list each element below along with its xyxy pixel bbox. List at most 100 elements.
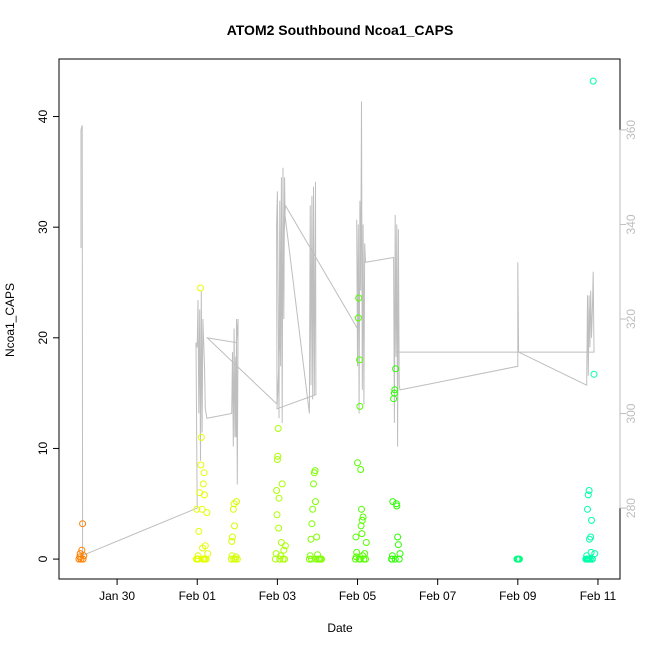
data-point [192,555,200,563]
data-point [393,502,401,510]
data-point [272,550,280,558]
data-point [273,487,281,494]
data-point [228,537,236,545]
x-axis: Jan 30 Feb 01 Feb 03 Feb 05 Feb 07 Feb 09 Feb … [99,578,617,603]
data-point [80,552,88,560]
data-point [195,527,203,535]
data-point [198,505,206,513]
data-point [274,425,282,432]
right-axis: 280 300 320 340 360 [619,120,638,518]
y-axis: 0 10 20 30 40 [36,110,60,562]
y-tick-label: 40 [36,110,50,124]
right-tick-label: 360 [624,120,638,140]
data-point [230,500,238,508]
data-point [275,524,283,532]
x-tick-label: Feb 09 [499,589,537,603]
data-point [203,509,211,517]
data-point [310,480,317,488]
data-point [356,402,364,410]
data-point [394,541,402,549]
data-point [204,550,212,558]
right-tick-label: 280 [624,498,638,518]
data-point [229,533,236,541]
data-point [394,533,402,541]
data-point [275,494,283,502]
data-point [273,456,281,463]
data-point [392,365,400,373]
right-tick-label: 300 [624,403,638,423]
data-point [356,356,363,364]
data-point [197,461,205,469]
data-point [231,522,238,530]
data-point [515,555,523,563]
data-point [281,542,289,550]
x-tick-label: Feb 01 [179,589,217,603]
data-point [230,555,238,563]
data-point [358,530,366,538]
data-point [79,555,87,563]
trace-line [80,101,595,557]
data-point [197,433,205,441]
data-point [197,284,204,292]
data-point [591,550,599,558]
data-point [278,480,286,488]
data-point [79,520,87,528]
data-point [201,555,209,563]
data-point [389,498,397,506]
data-point [281,555,289,563]
y-tick-label: 30 [36,220,50,234]
chart-title: ATOM2 Southbound Ncoa1_CAPS [227,22,454,38]
data-point [193,505,201,513]
data-point [309,505,317,513]
data-point [358,505,365,513]
points-layer [75,77,599,563]
data-point [388,555,396,563]
data-point [391,386,399,394]
data-point [313,533,321,541]
data-point [199,544,206,552]
y-tick-label: 10 [36,441,50,455]
data-point [354,459,361,467]
data-point [311,467,319,475]
data-point [274,452,282,460]
data-point [390,389,398,397]
trace-layer [80,101,595,557]
y-tick-label: 0 [36,555,50,562]
data-point [584,491,592,499]
x-axis-label: Date [327,621,353,635]
data-point [357,466,365,473]
x-tick-label: Feb 05 [339,589,377,603]
data-point [273,511,281,519]
data-point [354,314,362,322]
data-point [318,555,325,563]
data-point [359,513,367,521]
data-point [357,522,365,530]
data-point [308,520,316,528]
data-point [201,491,208,499]
data-point [353,548,361,556]
data-point [199,480,207,488]
right-tick-label: 320 [624,309,638,329]
data-point [200,469,208,477]
data-point [586,535,593,543]
data-point [306,552,314,560]
data-point [280,546,288,554]
data-point [233,555,241,563]
data-point [588,555,596,563]
data-point [590,370,598,378]
y-tick-label: 20 [36,331,50,345]
data-point [194,552,202,560]
y-axis-label: Ncoa1_CAPS [3,283,17,357]
data-point [352,533,360,541]
data-point [233,498,240,506]
x-tick-label: Feb 07 [419,589,457,603]
x-tick-label: Feb 03 [259,589,297,603]
data-point [391,555,399,563]
data-point [312,498,319,506]
data-point [362,539,370,546]
right-tick-label: 340 [624,214,638,234]
data-point [587,548,595,556]
data-point [585,487,593,494]
